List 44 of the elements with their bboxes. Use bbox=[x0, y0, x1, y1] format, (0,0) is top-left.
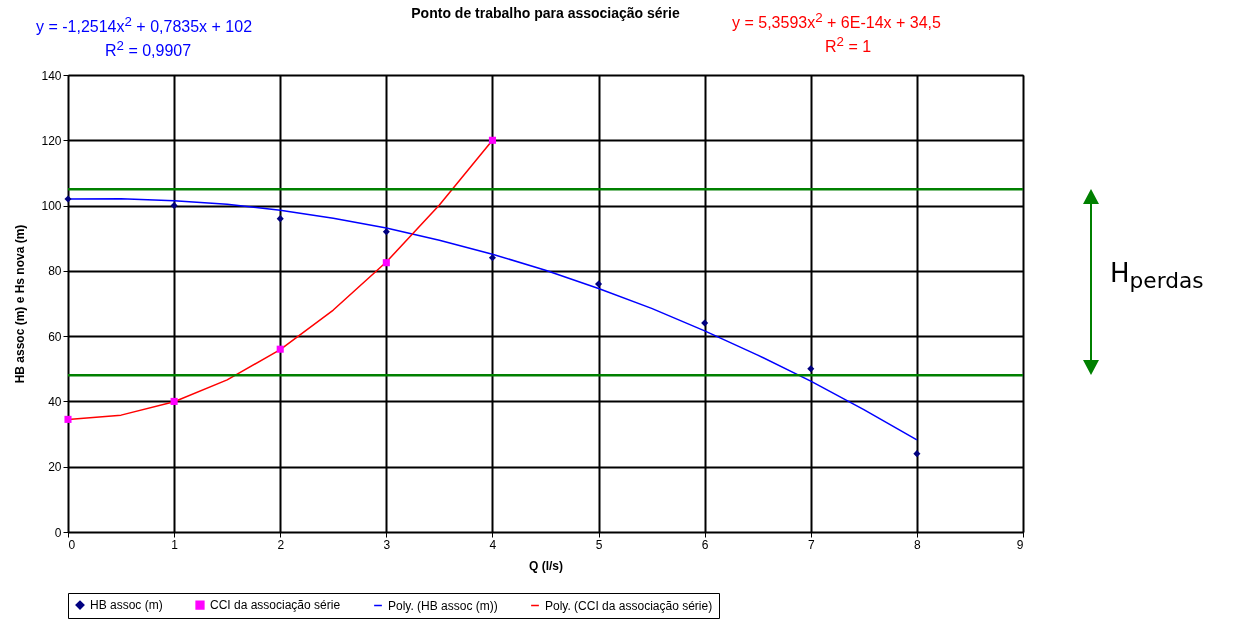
text: y = -1,2514x$^{2}$ + 0,7835x + 102 bbox=[36, 14, 253, 37]
x-tick-label: 4 bbox=[489, 537, 497, 552]
y-tick-label: 60 bbox=[48, 329, 62, 344]
point bbox=[382, 259, 390, 267]
point bbox=[913, 450, 921, 458]
point bbox=[488, 254, 496, 262]
x-tick-label: 0 bbox=[68, 537, 76, 552]
point bbox=[276, 345, 284, 353]
x-tick-label: 3 bbox=[383, 537, 391, 552]
y-tick-label: 20 bbox=[48, 460, 62, 475]
y-tick-label: 0 bbox=[54, 525, 62, 540]
point bbox=[64, 415, 72, 423]
text: R$^{2}$ = 1 bbox=[825, 34, 872, 57]
y-tick-label: 100 bbox=[41, 199, 62, 214]
x-tick-label: 8 bbox=[914, 537, 922, 552]
x-tick-label: 6 bbox=[701, 537, 709, 552]
legend-label: CCI da associação série bbox=[210, 598, 341, 613]
point bbox=[382, 228, 390, 236]
text: y = 5,3593x$^{2}$ + 6E-14x + 34,5 bbox=[732, 10, 941, 33]
x-tick-label: 1 bbox=[171, 537, 179, 552]
point bbox=[595, 280, 603, 288]
legend-label: HB assoc (m) bbox=[90, 598, 163, 613]
y-tick-label: 80 bbox=[48, 264, 62, 279]
x-tick-label: 5 bbox=[595, 537, 603, 552]
legend-label: Poly. (CCI da associação série) bbox=[545, 598, 713, 613]
y-tick-label: 40 bbox=[48, 394, 62, 409]
point bbox=[488, 136, 496, 144]
x-axis-title: Q (l/s) bbox=[528, 558, 564, 573]
point bbox=[701, 319, 709, 327]
point bbox=[807, 365, 815, 373]
chart-title: Ponto de trabalho para associação série bbox=[411, 5, 680, 21]
x-tick-label: 7 bbox=[807, 537, 815, 552]
y-tick-label: 120 bbox=[41, 133, 62, 148]
point bbox=[170, 202, 178, 210]
y-tick-label: 140 bbox=[41, 68, 62, 83]
text: H$_{perdas}$ bbox=[1110, 258, 1204, 294]
point bbox=[64, 195, 72, 203]
y-axis-title: HB assoc (m) e Hs nova (m) bbox=[13, 224, 28, 384]
point bbox=[170, 397, 178, 405]
x-tick-label: 2 bbox=[277, 537, 285, 552]
point bbox=[276, 215, 284, 223]
legend-label: Poly. (HB assoc (m)) bbox=[388, 598, 498, 613]
text: R$^{2}$ = 0,9907 bbox=[105, 38, 192, 61]
x-tick-label: 9 bbox=[1016, 537, 1024, 552]
